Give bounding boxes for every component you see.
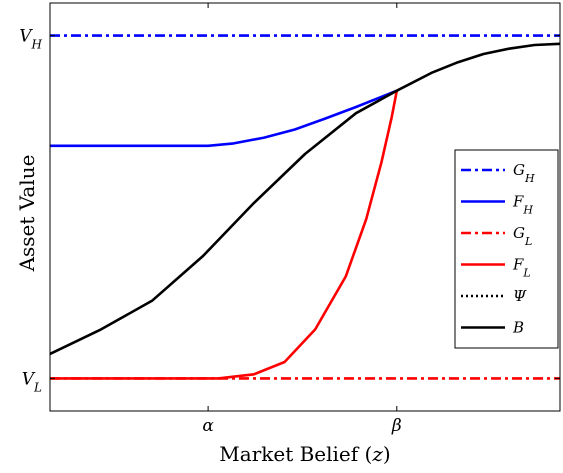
x-tick-label-0: α bbox=[202, 416, 214, 436]
series-layer bbox=[49, 34, 561, 380]
y-tick-label-1: VL bbox=[22, 369, 42, 394]
tick-layer: α β VH VL bbox=[19, 3, 560, 436]
legend-label-5: B bbox=[512, 319, 524, 337]
series-line-5 bbox=[49, 42, 561, 356]
x-axis-title: Market Belief (z) bbox=[219, 442, 390, 466]
legend-label-2: GL bbox=[513, 224, 532, 248]
y-tick-label-0: VH bbox=[19, 27, 42, 52]
y-axis-title: Asset Value bbox=[15, 155, 39, 273]
legend-label-0: GH bbox=[513, 161, 535, 185]
legend-label-4: Ψ bbox=[513, 287, 527, 305]
plot-frame bbox=[49, 2, 561, 412]
series-line-3 bbox=[50, 90, 399, 380]
legend-box bbox=[454, 149, 559, 349]
legend-label-1: FH bbox=[512, 193, 533, 217]
series-line-1 bbox=[50, 89, 398, 148]
x-tick-label-1: β bbox=[391, 416, 402, 436]
legend-label-3: FL bbox=[512, 256, 531, 280]
legend: GH FH GL FL ΨB bbox=[454, 149, 559, 349]
